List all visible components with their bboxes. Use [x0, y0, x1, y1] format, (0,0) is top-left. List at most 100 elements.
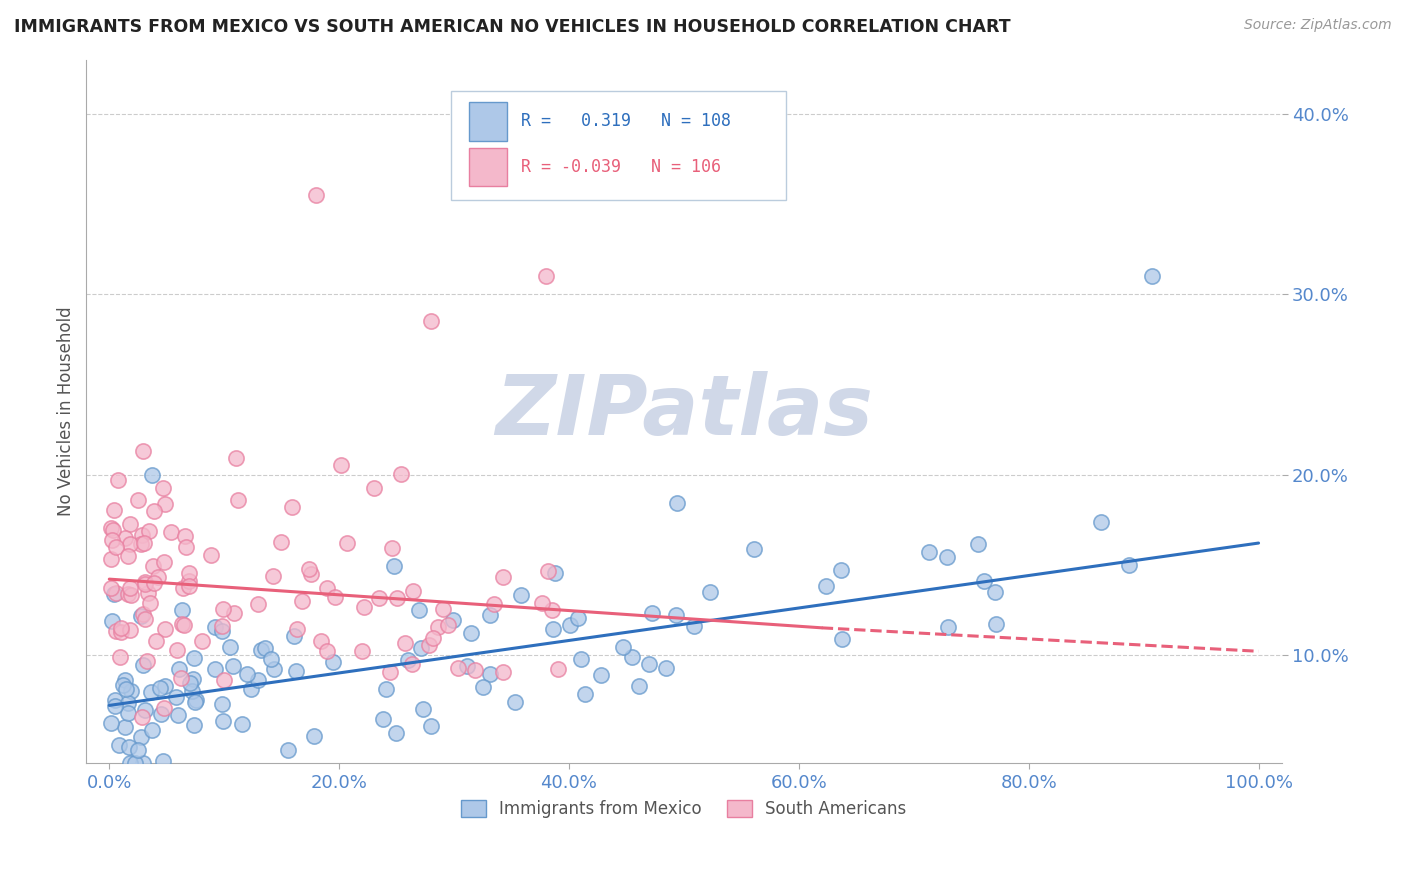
- Point: [219, 640, 242, 654]
- Legend: Immigrants from Mexico, South Americans: Immigrants from Mexico, South Americans: [454, 794, 914, 825]
- Point: [172, 617, 194, 632]
- Point: [540, 603, 562, 617]
- Point: [375, 681, 398, 696]
- Bar: [468, 102, 508, 141]
- Point: [250, 643, 273, 657]
- Point: [814, 578, 837, 592]
- Point: [371, 713, 394, 727]
- Y-axis label: No Vehicles in Household: No Vehicles in Household: [58, 307, 75, 516]
- Point: [129, 730, 152, 744]
- Point: [211, 624, 233, 638]
- Point: [482, 597, 505, 611]
- Point: [323, 590, 346, 604]
- Point: [120, 581, 142, 595]
- Point: [145, 633, 167, 648]
- Point: [569, 652, 592, 666]
- Point: [211, 619, 233, 633]
- Point: [380, 665, 402, 679]
- Point: [830, 563, 852, 577]
- Point: [492, 665, 515, 679]
- Point: [153, 497, 176, 511]
- Point: [103, 523, 125, 537]
- Point: [117, 706, 139, 721]
- Point: [246, 597, 269, 611]
- Point: [589, 667, 612, 681]
- Point: [226, 492, 249, 507]
- Point: [132, 607, 155, 621]
- Point: [110, 625, 132, 640]
- Point: [124, 756, 146, 771]
- Point: [143, 576, 166, 591]
- Point: [142, 559, 165, 574]
- Point: [309, 633, 332, 648]
- Point: [239, 681, 262, 696]
- Point: [100, 533, 122, 547]
- Point: [181, 672, 204, 686]
- Point: [441, 613, 464, 627]
- Point: [744, 541, 766, 556]
- Point: [110, 650, 132, 665]
- Point: [138, 524, 160, 539]
- Point: [1090, 515, 1112, 529]
- Point: [104, 693, 127, 707]
- Point: [112, 678, 135, 692]
- Point: [117, 549, 139, 563]
- Point: [641, 607, 664, 621]
- Point: [384, 726, 406, 740]
- Point: [103, 587, 125, 601]
- Point: [153, 622, 176, 636]
- Point: [460, 626, 482, 640]
- Point: [150, 706, 173, 721]
- Point: [973, 574, 995, 589]
- Point: [117, 696, 139, 710]
- Point: [114, 720, 136, 734]
- Point: [153, 701, 176, 715]
- Point: [620, 650, 643, 665]
- Point: [134, 574, 156, 589]
- Point: [530, 596, 553, 610]
- Point: [179, 675, 201, 690]
- Text: ZIPatlas: ZIPatlas: [495, 371, 873, 452]
- Point: [225, 450, 247, 465]
- Point: [134, 536, 156, 550]
- Point: [127, 742, 149, 756]
- Point: [367, 591, 389, 605]
- Point: [104, 699, 127, 714]
- Point: [134, 703, 156, 717]
- Point: [316, 644, 339, 658]
- Point: [277, 743, 299, 757]
- Point: [211, 697, 233, 711]
- Point: [186, 693, 208, 707]
- Point: [222, 606, 245, 620]
- Point: [270, 535, 292, 549]
- Point: [118, 740, 141, 755]
- Point: [385, 591, 408, 605]
- Point: [322, 655, 344, 669]
- Point: [141, 467, 163, 482]
- Point: [412, 702, 434, 716]
- Point: [418, 638, 440, 652]
- Text: IMMIGRANTS FROM MEXICO VS SOUTH AMERICAN NO VEHICLES IN HOUSEHOLD CORRELATION CH: IMMIGRANTS FROM MEXICO VS SOUTH AMERICAN…: [14, 18, 1011, 36]
- Point: [316, 581, 339, 595]
- Point: [411, 640, 433, 655]
- Point: [350, 644, 373, 658]
- Point: [281, 500, 304, 514]
- Point: [166, 707, 188, 722]
- Text: Source: ZipAtlas.com: Source: ZipAtlas.com: [1244, 18, 1392, 32]
- Point: [541, 623, 564, 637]
- Point: [918, 545, 941, 559]
- Point: [127, 492, 149, 507]
- Point: [143, 504, 166, 518]
- Point: [104, 540, 127, 554]
- Point: [177, 566, 200, 580]
- Point: [1142, 268, 1164, 283]
- Point: [285, 664, 308, 678]
- Point: [141, 723, 163, 737]
- Point: [132, 443, 155, 458]
- Point: [183, 718, 205, 732]
- Point: [146, 570, 169, 584]
- Point: [166, 642, 188, 657]
- Point: [447, 661, 470, 675]
- Point: [936, 550, 959, 565]
- Point: [420, 314, 443, 328]
